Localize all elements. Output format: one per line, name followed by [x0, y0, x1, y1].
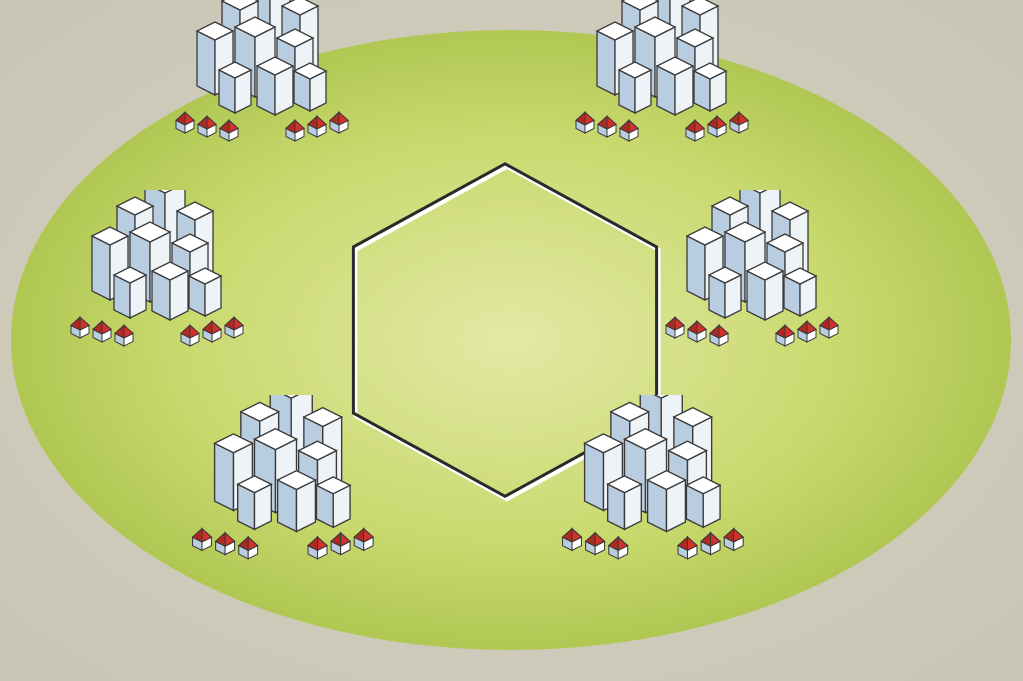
city-mid-left	[40, 190, 260, 365]
city-top-right	[545, 0, 765, 160]
city-mid-right	[635, 190, 855, 365]
city-bottom-right	[530, 395, 761, 579]
city-top-left	[145, 0, 365, 160]
city-bottom-left	[160, 395, 391, 579]
diagram-stage	[0, 0, 1023, 681]
